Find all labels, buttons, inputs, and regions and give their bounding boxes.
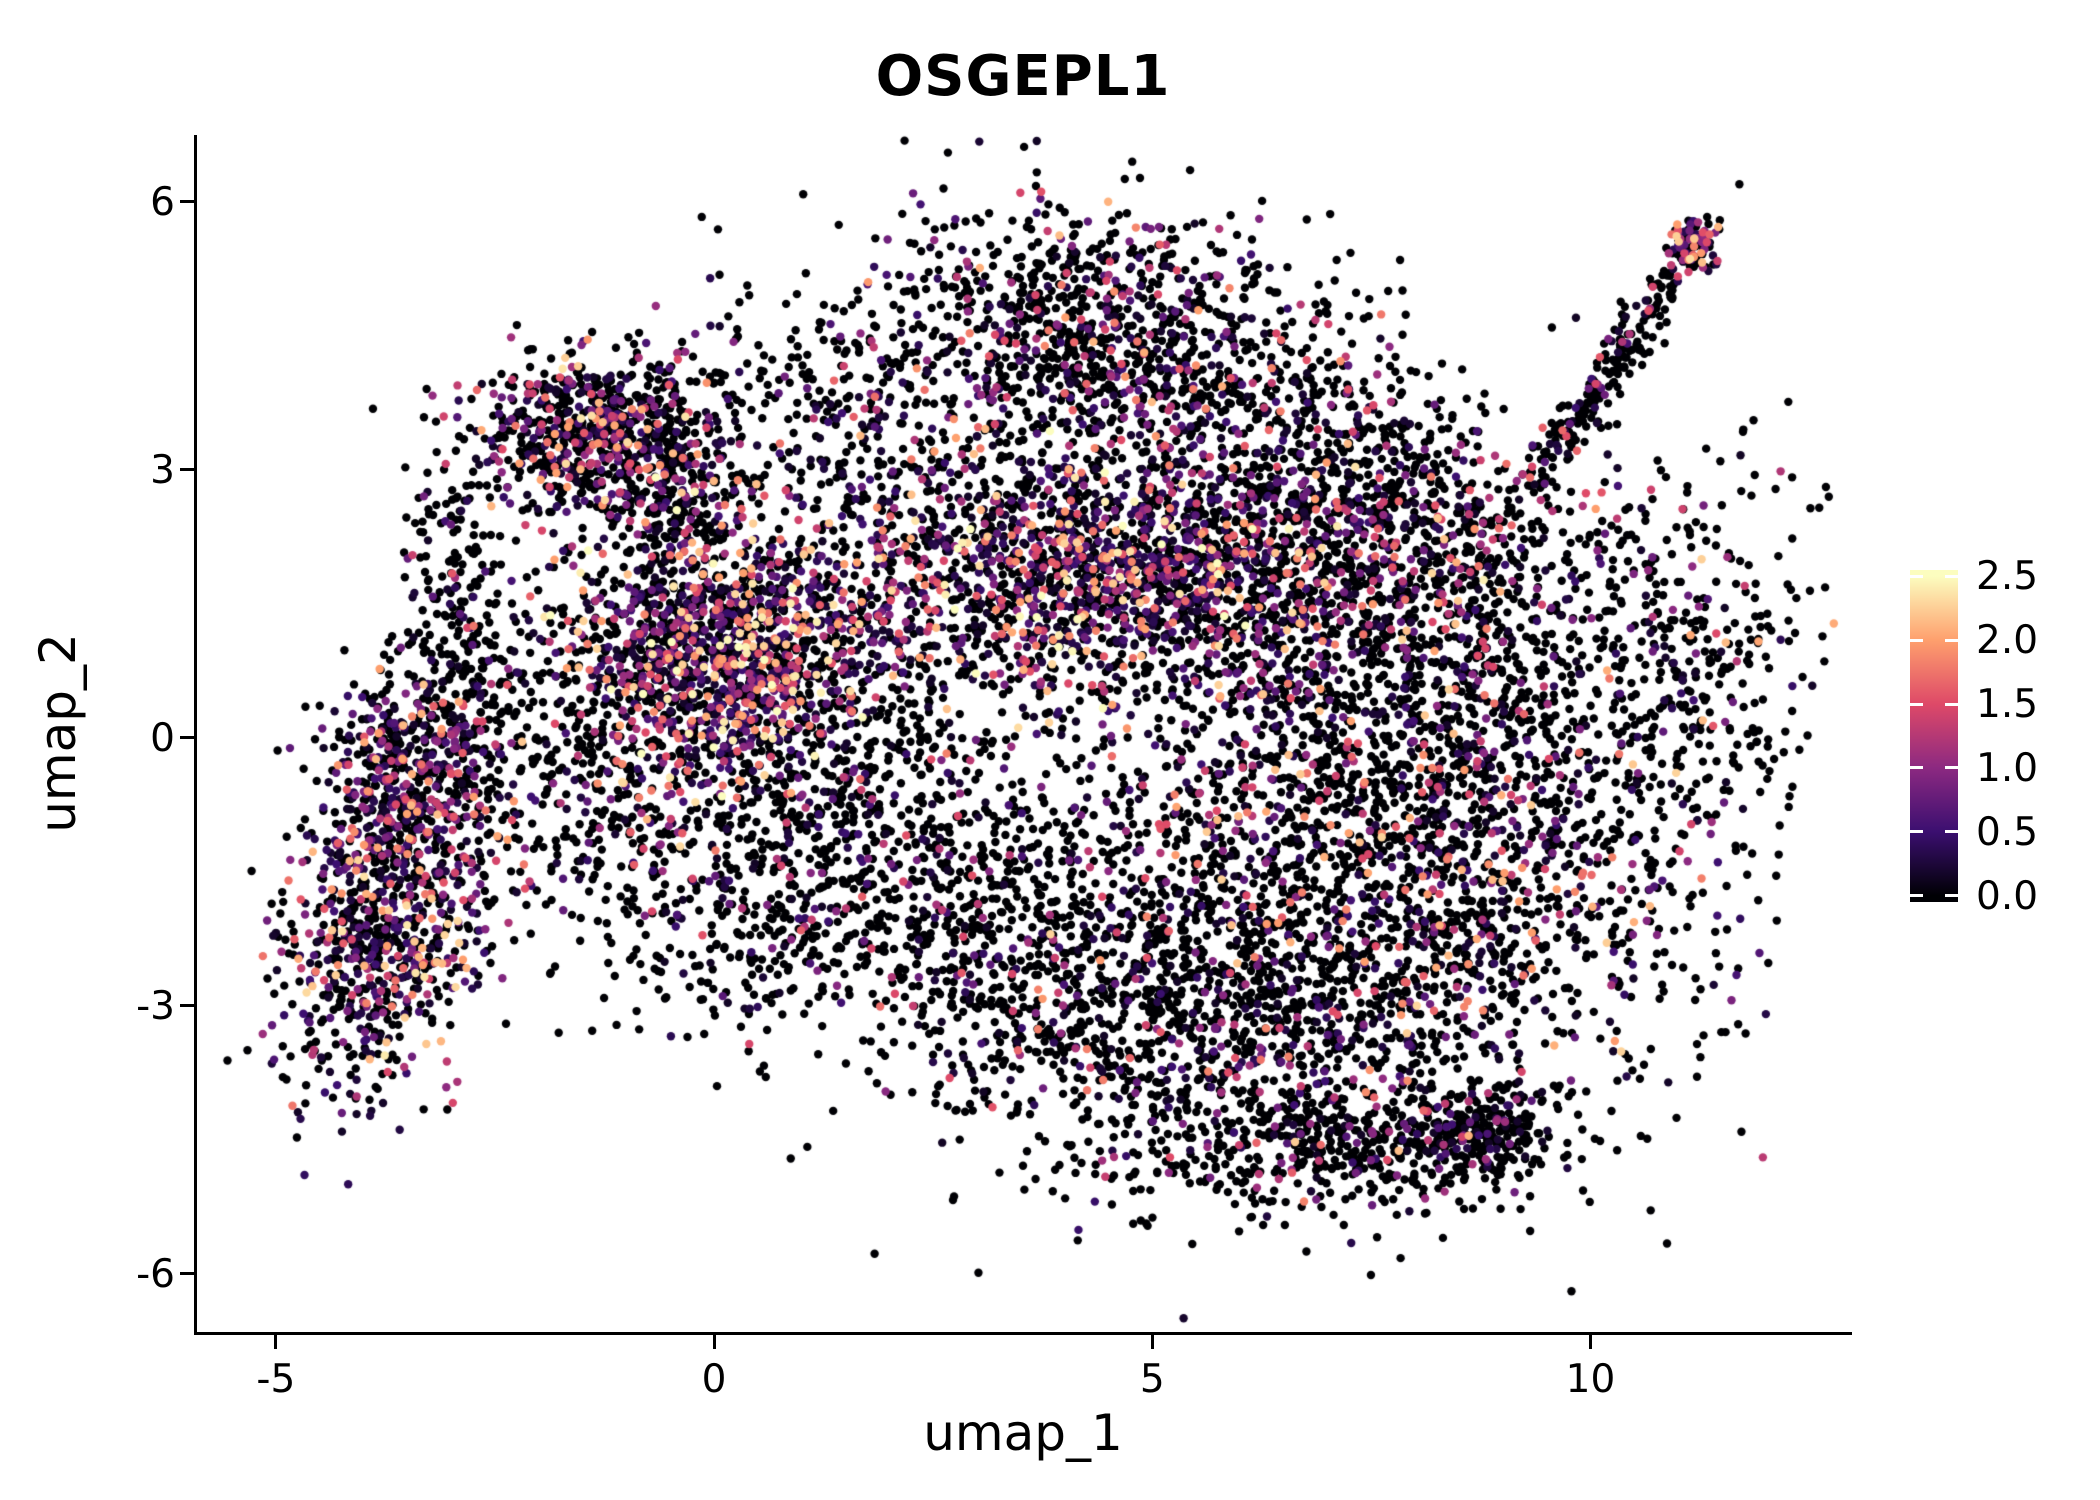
colorbar-tick-mark	[1910, 766, 1923, 770]
colorbar: 2.5 2.0 1.5 1.0 0.5 0.0	[1910, 557, 2038, 916]
colorbar-tick-mark	[1945, 894, 1958, 898]
colorbar-tick-mark	[1945, 702, 1958, 706]
x-tick-label: 10	[1565, 1357, 1616, 1402]
x-tick-mark	[1588, 1335, 1592, 1349]
colorbar-tick-mark	[1945, 574, 1958, 578]
colorbar-tick-label: 1.5	[1976, 682, 2039, 728]
colorbar-tick-mark	[1945, 830, 1958, 834]
colorbar-tick-mark	[1910, 894, 1923, 898]
colorbar-tick-mark	[1945, 766, 1958, 770]
y-tick-mark	[180, 200, 194, 204]
y-tick-label: 0	[150, 715, 175, 761]
x-axis-title: umap_1	[923, 1404, 1123, 1462]
y-tick-label: 3	[150, 447, 175, 493]
y-axis-line	[194, 135, 197, 1335]
chart-title: OSGEPL1	[875, 44, 1171, 109]
colorbar-gradient	[1910, 570, 1958, 902]
colorbar-tick-mark	[1910, 638, 1923, 642]
x-tick-label: -5	[256, 1357, 296, 1402]
y-axis-title: umap_2	[29, 633, 87, 833]
colorbar-tick-label: 0.5	[1976, 809, 2039, 855]
x-axis-line	[194, 1332, 1852, 1335]
colorbar-tick-mark	[1910, 574, 1923, 578]
colorbar-tick-mark	[1910, 702, 1923, 706]
colorbar-tick-label: 0.0	[1976, 873, 2039, 919]
y-tick-label: -3	[136, 983, 175, 1029]
colorbar-tick-mark	[1910, 830, 1923, 834]
y-tick-label: 6	[150, 179, 175, 225]
x-tick-label: 0	[701, 1357, 727, 1402]
colorbar-tick-label: 2.0	[1976, 618, 2039, 664]
colorbar-tick-label: 2.5	[1976, 554, 2039, 600]
y-tick-mark	[180, 736, 194, 740]
x-tick-mark	[712, 1335, 716, 1349]
x-tick-mark	[1150, 1335, 1154, 1349]
y-tick-label: -6	[136, 1251, 175, 1297]
x-tick-mark	[274, 1335, 278, 1349]
y-tick-mark	[180, 1004, 194, 1008]
y-tick-mark	[180, 468, 194, 472]
colorbar-tick-label: 1.0	[1976, 745, 2039, 791]
x-tick-label: 5	[1139, 1357, 1165, 1402]
colorbar-tick-mark	[1945, 638, 1958, 642]
y-tick-mark	[180, 1272, 194, 1276]
